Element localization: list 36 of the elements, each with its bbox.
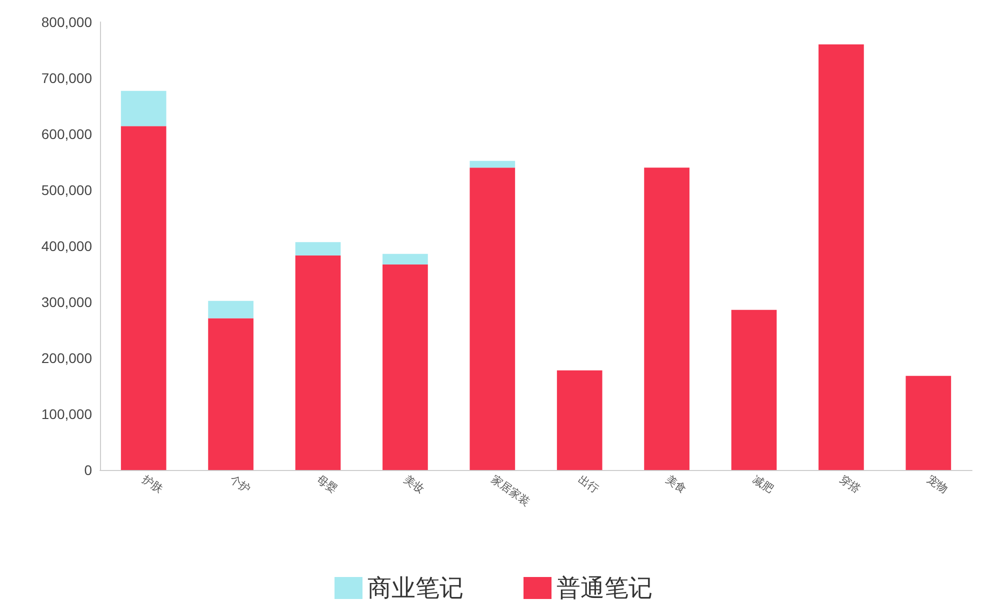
y-tick-label: 200,000 [41, 350, 92, 366]
x-tick-label: 护肤 [139, 472, 166, 496]
bar [382, 264, 428, 470]
y-tick-label: 700,000 [41, 70, 92, 86]
legend-label: 商业笔记 [368, 574, 464, 602]
bar [470, 168, 516, 470]
bar [906, 376, 952, 470]
y-tick-label: 800,000 [41, 14, 92, 30]
bar [208, 300, 254, 318]
y-tick-label: 400,000 [41, 238, 92, 254]
bar [644, 168, 690, 470]
y-tick-label: 600,000 [41, 126, 92, 142]
x-tick-label: 个护 [227, 472, 253, 496]
x-tick-label: 家居家装 [488, 472, 532, 509]
bar [818, 44, 864, 470]
bar [470, 160, 516, 168]
bar [295, 242, 341, 256]
y-tick-label: 0 [84, 462, 92, 478]
bar [120, 126, 166, 470]
bar [382, 254, 428, 264]
x-tick-label: 减肥 [750, 472, 776, 496]
y-tick-label: 100,000 [41, 406, 92, 422]
x-tick-label: 母婴 [314, 472, 340, 496]
y-tick-label: 500,000 [41, 182, 92, 198]
y-tick-label: 300,000 [41, 294, 92, 310]
bar [208, 318, 254, 470]
bar [295, 256, 341, 470]
x-tick-label: 美食 [663, 472, 689, 496]
x-tick-label: 穿搭 [837, 472, 863, 496]
bar [556, 370, 602, 470]
x-tick-label: 出行 [576, 472, 602, 496]
x-tick-label: 宠物 [924, 472, 950, 496]
legend-label: 普通笔记 [556, 574, 652, 602]
bar [120, 90, 166, 126]
x-tick-label: 美妆 [401, 472, 427, 496]
bar [731, 310, 777, 470]
